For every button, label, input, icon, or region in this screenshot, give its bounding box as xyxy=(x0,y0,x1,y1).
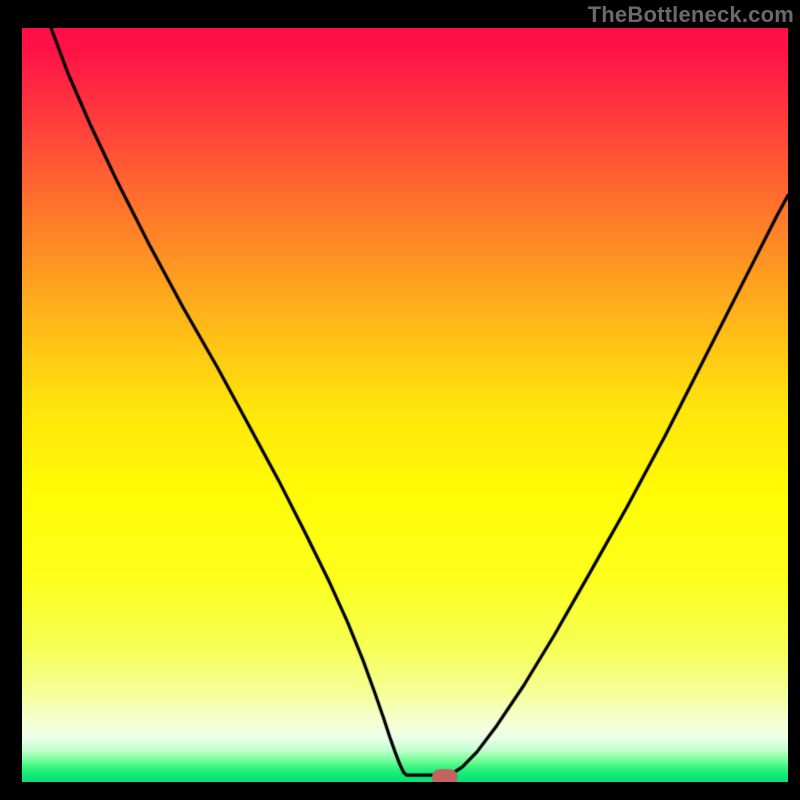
bottleneck-curve-chart xyxy=(22,28,788,782)
chart-container: TheBottleneck.com xyxy=(0,0,800,800)
watermark-text: TheBottleneck.com xyxy=(588,2,794,28)
plot-frame xyxy=(22,28,788,782)
